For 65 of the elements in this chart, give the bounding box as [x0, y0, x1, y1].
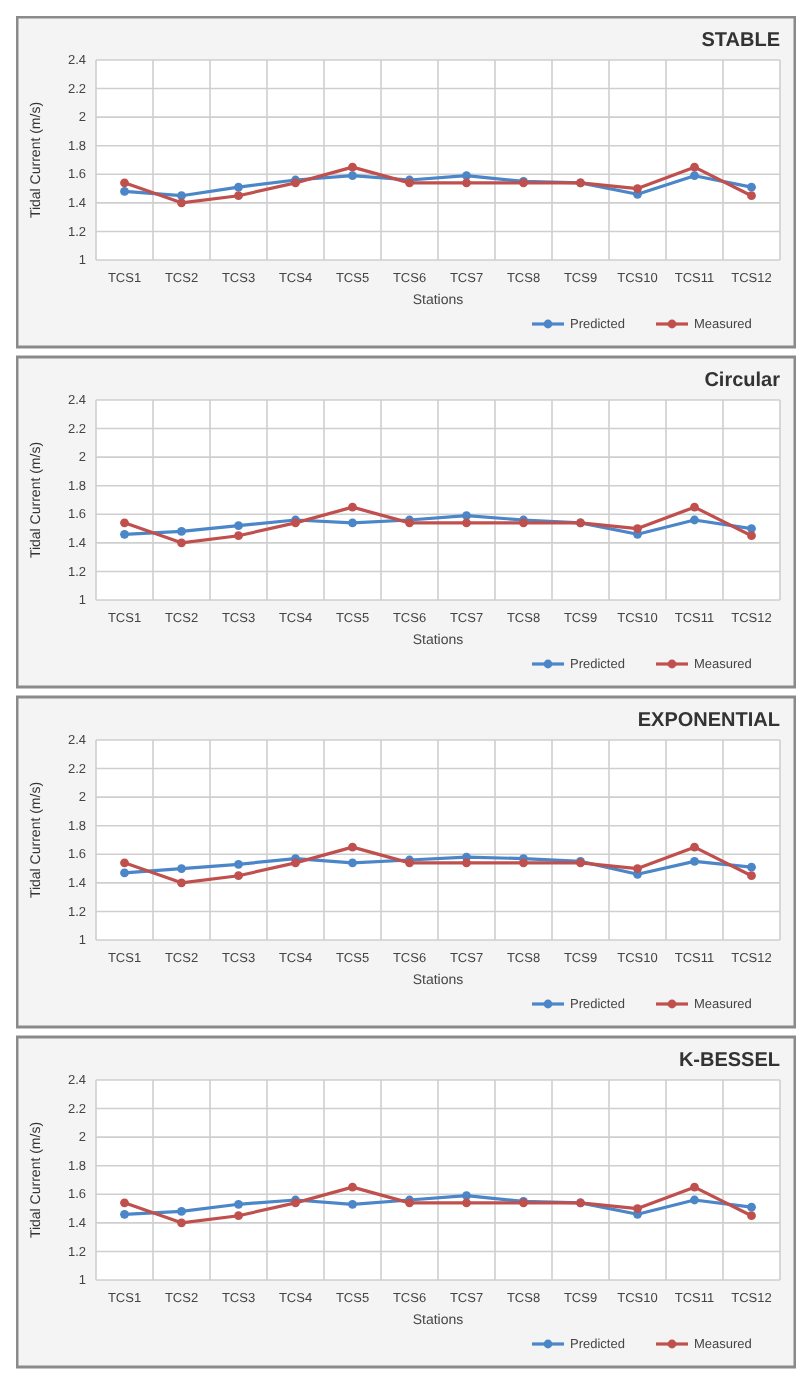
- point: [747, 1211, 756, 1221]
- point: [234, 1211, 243, 1221]
- point: [633, 1204, 642, 1213]
- point: [177, 1218, 186, 1228]
- point: [747, 871, 756, 881]
- point: [234, 191, 243, 201]
- point: [234, 1199, 243, 1209]
- chart-title: EXPONENTIAL: [637, 710, 780, 732]
- point: [633, 524, 642, 533]
- point: [291, 858, 300, 868]
- point: [462, 171, 471, 181]
- point: [747, 531, 756, 541]
- point: [690, 171, 699, 181]
- point: [690, 1195, 699, 1205]
- point: [348, 858, 357, 868]
- point: [633, 184, 642, 193]
- point: [348, 502, 357, 512]
- point: [690, 1182, 699, 1192]
- point: [348, 842, 357, 852]
- point: [348, 1199, 357, 1209]
- point: [120, 868, 129, 878]
- point: [747, 182, 756, 192]
- point: [519, 858, 528, 868]
- point: [690, 162, 699, 172]
- point: [462, 858, 471, 868]
- point: [462, 178, 471, 188]
- point: [747, 524, 756, 533]
- chart-title: STABLE: [701, 30, 781, 52]
- point: [348, 518, 357, 528]
- point: [120, 1198, 129, 1208]
- point: [462, 1191, 471, 1201]
- point: [177, 1207, 186, 1216]
- point: [177, 191, 186, 201]
- point: [234, 859, 243, 869]
- point: [120, 518, 129, 528]
- point: [177, 198, 186, 208]
- point: [177, 527, 186, 536]
- point: [348, 171, 357, 181]
- point: [120, 858, 129, 868]
- point: [348, 162, 357, 172]
- point: [177, 538, 186, 548]
- point: [120, 187, 129, 196]
- point: [462, 1198, 471, 1208]
- point: [177, 878, 186, 888]
- point: [690, 502, 699, 512]
- point: [348, 1182, 357, 1192]
- point: [234, 182, 243, 192]
- point: [462, 511, 471, 521]
- point: [690, 842, 699, 852]
- point: [234, 871, 243, 881]
- point: [120, 1209, 129, 1219]
- point: [747, 1202, 756, 1212]
- chart-title: Circular: [704, 370, 781, 392]
- chart-title: K-BESSEL: [678, 1050, 780, 1072]
- point: [177, 864, 186, 873]
- point: [747, 862, 756, 872]
- point: [234, 521, 243, 531]
- point: [633, 864, 642, 873]
- point: [120, 529, 129, 539]
- point: [690, 515, 699, 525]
- point: [747, 191, 756, 201]
- point: [120, 178, 129, 188]
- point: [690, 857, 699, 866]
- point: [462, 518, 471, 528]
- point: [234, 531, 243, 541]
